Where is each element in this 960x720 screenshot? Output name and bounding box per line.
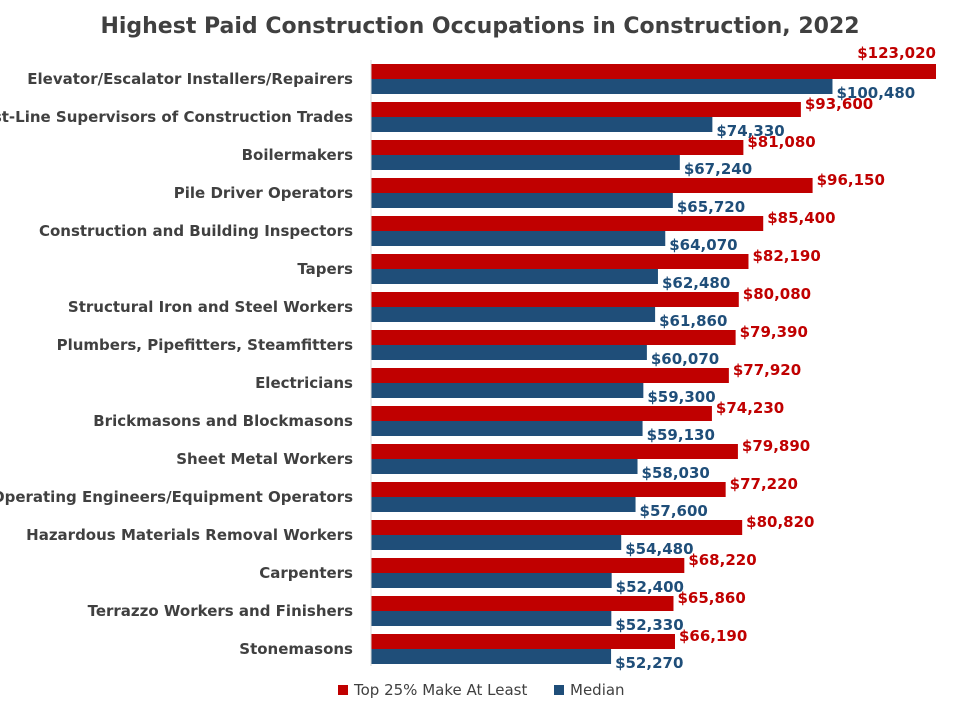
- bar-median: [371, 193, 673, 208]
- bar-median: [371, 611, 612, 626]
- chart-title: Highest Paid Construction Occupations in…: [100, 14, 859, 39]
- data-label-top-25: $79,390: [740, 323, 808, 341]
- category-label: Brickmasons and Blockmasons: [93, 412, 353, 430]
- data-label-median: $60,070: [651, 350, 719, 368]
- category-label: Plumbers, Pipefitters, Steamfitters: [57, 336, 353, 354]
- bar-median: [371, 307, 656, 322]
- bar-top-25: [371, 444, 738, 459]
- data-label-median: $64,070: [669, 236, 737, 254]
- data-label-top-25: $85,400: [767, 209, 835, 227]
- category-label: Boilermakers: [242, 146, 353, 164]
- legend-swatch-top-25: [338, 685, 348, 695]
- data-label-median: $62,480: [662, 274, 730, 292]
- bar-top-25: [371, 254, 749, 269]
- bar-top-25: [371, 330, 736, 345]
- bar-top-25: [371, 634, 675, 649]
- category-label: Tapers: [297, 260, 353, 278]
- bar-median: [371, 117, 713, 132]
- category-label: Sheet Metal Workers: [176, 450, 353, 468]
- data-label-median: $52,270: [615, 654, 683, 672]
- data-label-median: $100,480: [836, 84, 915, 102]
- data-label-top-25: $82,190: [752, 247, 820, 265]
- category-label: Carpenters: [259, 564, 353, 582]
- data-label-top-25: $81,080: [747, 133, 815, 151]
- data-label-top-25: $65,860: [677, 589, 745, 607]
- bar-median: [371, 535, 622, 550]
- data-label-median: $67,240: [684, 160, 752, 178]
- bar-top-25: [371, 558, 685, 573]
- bar-median: [371, 79, 833, 94]
- data-label-median: $54,480: [625, 540, 693, 558]
- legend-label-top-25: Top 25% Make At Least: [353, 681, 527, 699]
- data-label-top-25: $68,220: [688, 551, 756, 569]
- category-label: First-Line Supervisors of Construction T…: [0, 108, 353, 126]
- data-label-median: $65,720: [677, 198, 745, 216]
- data-label-median: $58,030: [642, 464, 710, 482]
- data-label-top-25: $80,080: [743, 285, 811, 303]
- bar-top-25: [371, 216, 764, 231]
- bar-median: [371, 383, 644, 398]
- bar-median: [371, 269, 658, 284]
- category-label: Operating Engineers/Equipment Operators: [0, 488, 353, 506]
- bar-median: [371, 573, 612, 588]
- bar-top-25: [371, 64, 936, 79]
- legend-label-median: Median: [570, 681, 625, 699]
- category-label: Structural Iron and Steel Workers: [68, 298, 353, 316]
- bar-top-25: [371, 140, 744, 155]
- data-label-median: $59,130: [647, 426, 715, 444]
- category-label: Elevator/Escalator Installers/Repairers: [27, 70, 353, 88]
- bar-top-25: [371, 292, 739, 307]
- bar-top-25: [371, 178, 813, 193]
- data-label-median: $52,330: [615, 616, 683, 634]
- data-label-top-25: $96,150: [817, 171, 885, 189]
- bar-median: [371, 231, 666, 246]
- data-label-top-25: $66,190: [679, 627, 747, 645]
- bar-median: [371, 345, 647, 360]
- bar-median: [371, 155, 680, 170]
- data-label-median: $61,860: [659, 312, 727, 330]
- bar-median: [371, 421, 643, 436]
- data-label-median: $52,400: [616, 578, 684, 596]
- data-label-median: $59,300: [647, 388, 715, 406]
- bar-top-25: [371, 596, 674, 611]
- data-label-top-25: $74,230: [716, 399, 784, 417]
- bar-top-25: [371, 102, 801, 117]
- data-label-median: $57,600: [640, 502, 708, 520]
- data-label-median: $74,330: [716, 122, 784, 140]
- bar-median: [371, 497, 636, 512]
- category-label: Electricians: [255, 374, 353, 392]
- bar-median: [371, 649, 612, 664]
- bar-top-25: [371, 368, 729, 383]
- data-label-top-25: $80,820: [746, 513, 814, 531]
- data-label-top-25: $123,020: [857, 44, 936, 62]
- bars-layer: Elevator/Escalator Installers/Repairers $…: [0, 44, 936, 672]
- bar-top-25: [371, 406, 712, 421]
- data-label-top-25: $77,920: [733, 361, 801, 379]
- category-label: Stonemasons: [239, 640, 353, 658]
- category-label: Pile Driver Operators: [174, 184, 353, 202]
- bar-top-25: [371, 482, 726, 497]
- legend-swatch-median: [554, 685, 564, 695]
- bar-median: [371, 459, 638, 474]
- bar-top-25: [371, 520, 743, 535]
- data-label-top-25: $93,600: [805, 95, 873, 113]
- data-label-top-25: $77,220: [730, 475, 798, 493]
- category-label: Construction and Building Inspectors: [39, 222, 353, 240]
- category-label: Hazardous Materials Removal Workers: [26, 526, 353, 544]
- data-label-top-25: $79,890: [742, 437, 810, 455]
- category-label: Terrazzo Workers and Finishers: [88, 602, 353, 620]
- legend: Top 25% Make At Least Median: [338, 681, 625, 699]
